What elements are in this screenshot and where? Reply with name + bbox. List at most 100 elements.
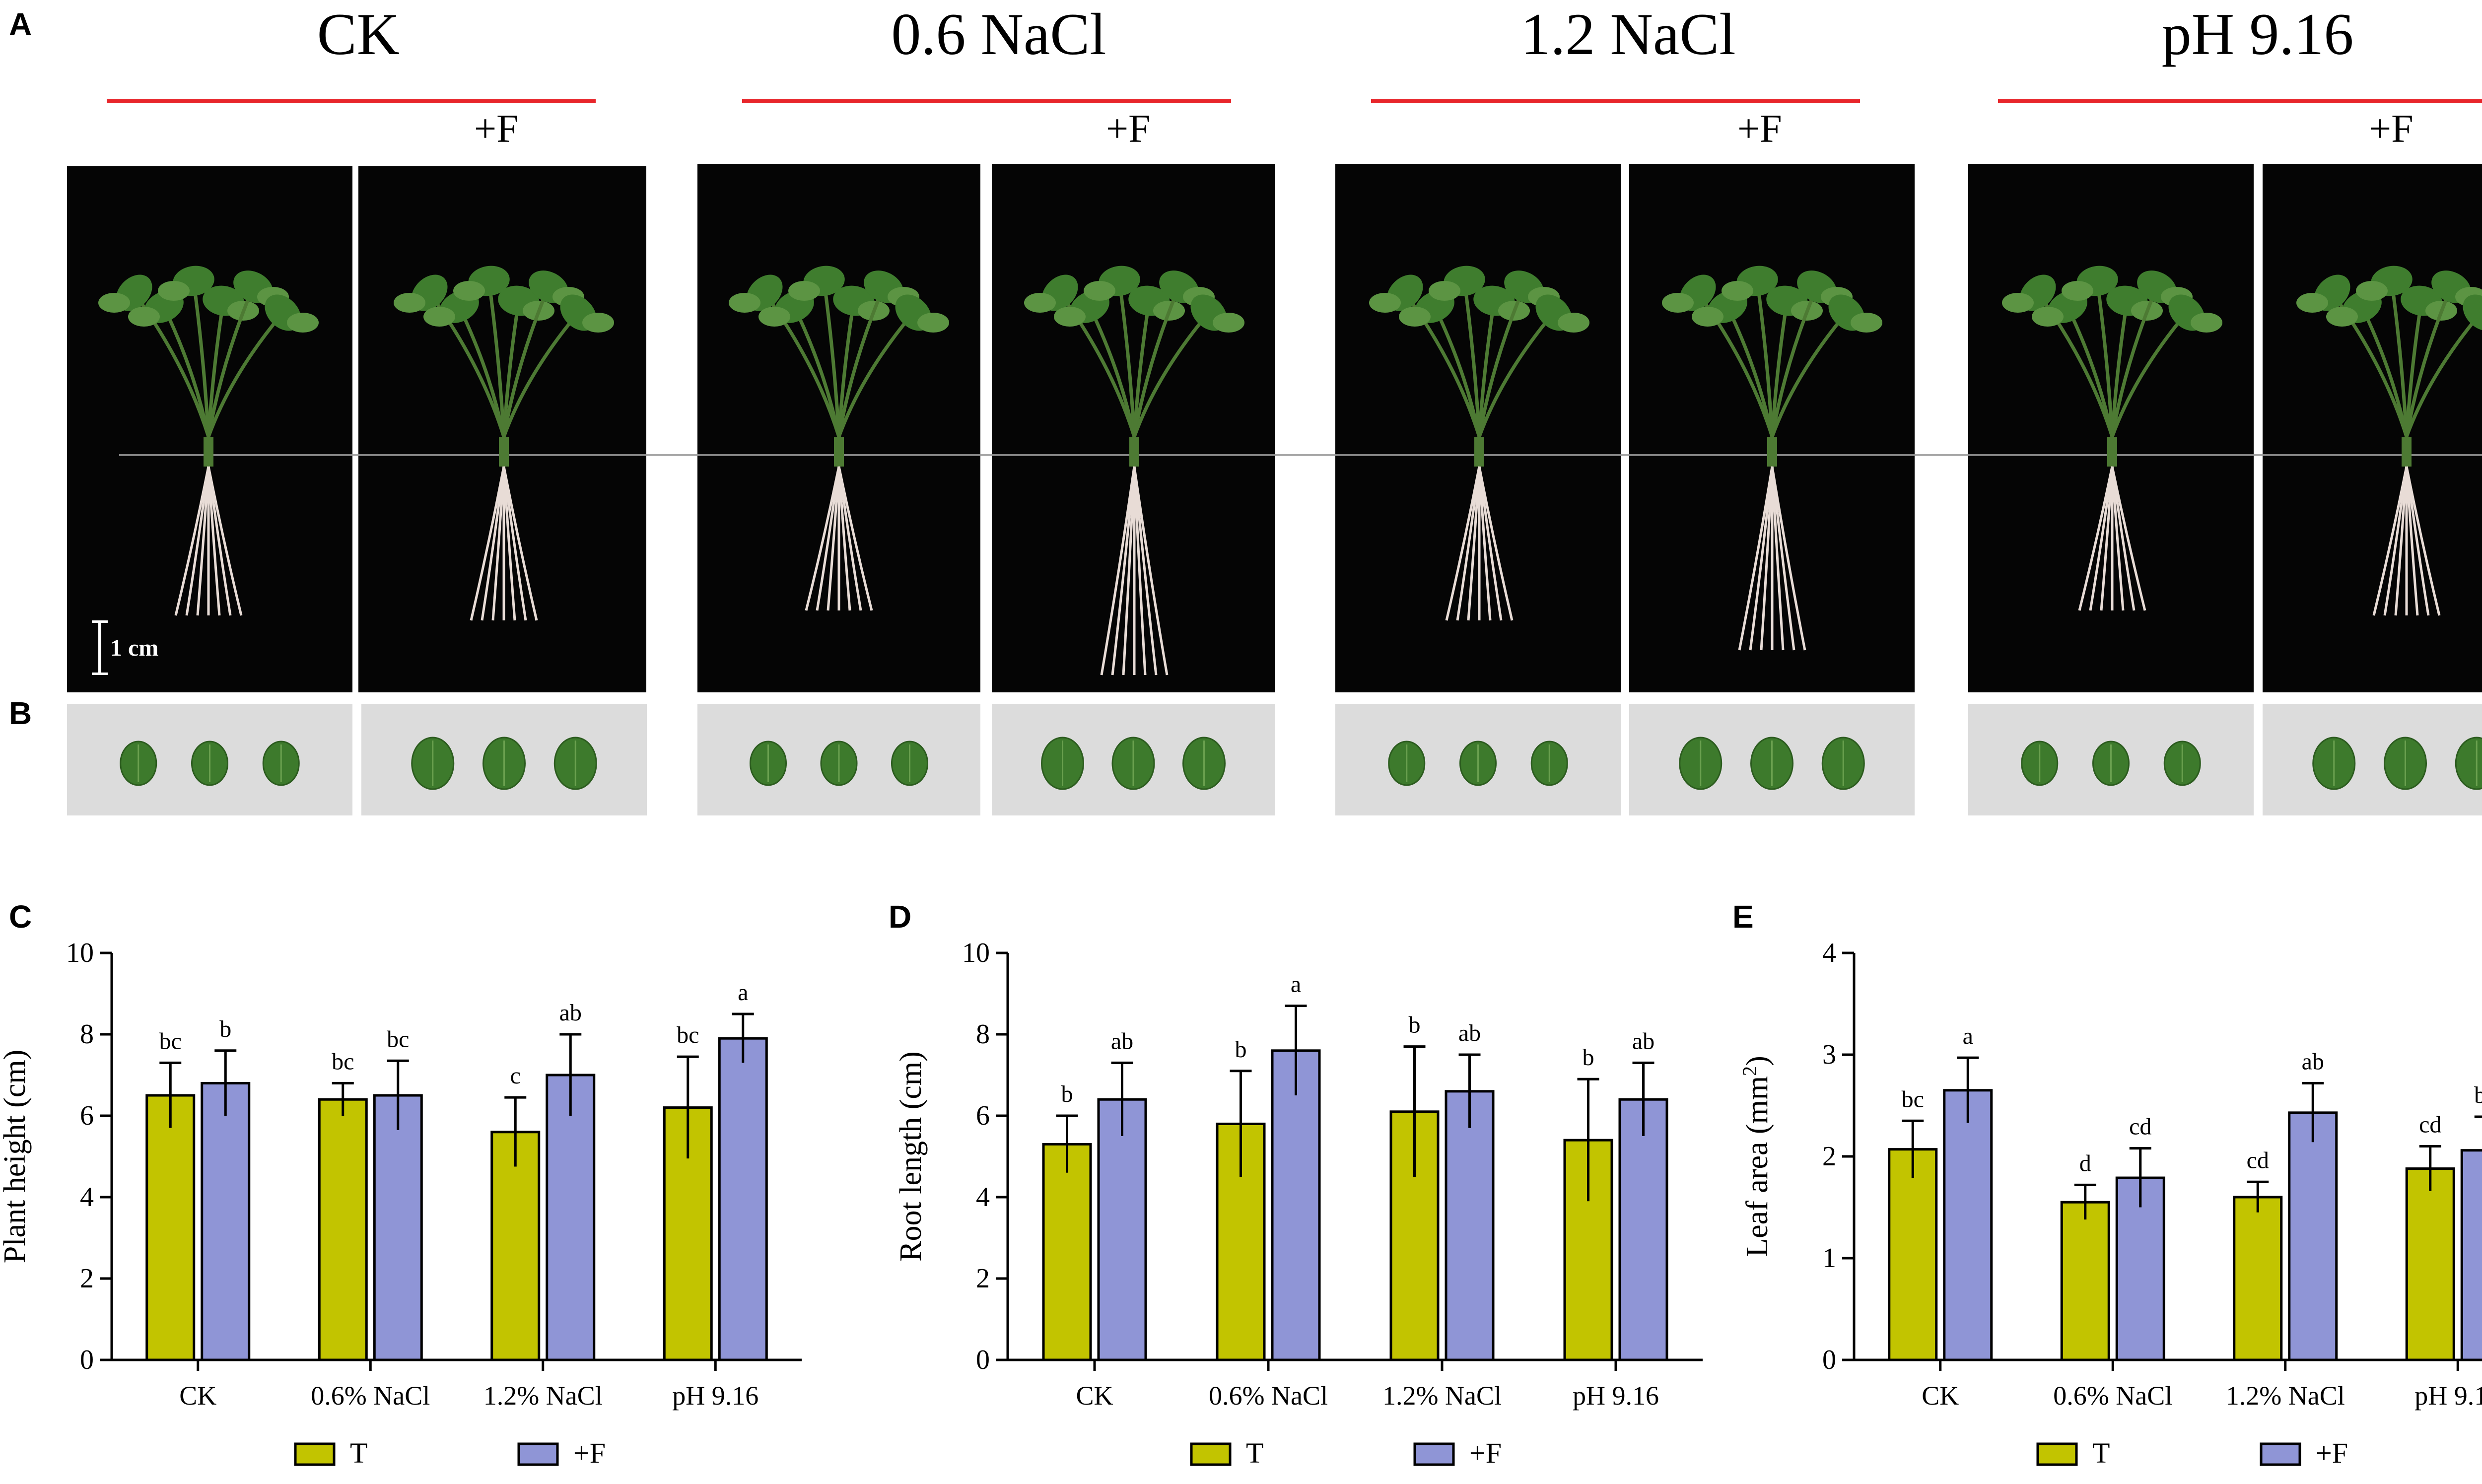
plant-stem bbox=[2360, 306, 2409, 437]
plant-stem bbox=[1770, 300, 1789, 437]
bar bbox=[546, 1074, 596, 1361]
plant-leaflet bbox=[1369, 293, 1401, 313]
x-tick-label: pH 9.16 bbox=[2414, 1381, 2482, 1411]
bar bbox=[1271, 1049, 1321, 1361]
plant-root bbox=[1133, 466, 1169, 675]
plant-stem bbox=[502, 300, 521, 437]
significance-letter: bc bbox=[1902, 1086, 1924, 1112]
plant-stem bbox=[1477, 286, 1526, 437]
legend-swatch bbox=[1413, 1442, 1455, 1466]
plant-root bbox=[1738, 466, 1774, 651]
plant-root bbox=[2078, 466, 2114, 611]
plant-root bbox=[1133, 466, 1147, 675]
plant-root bbox=[470, 466, 505, 621]
x-tick-label: CK bbox=[179, 1381, 216, 1411]
bar bbox=[1943, 1089, 1993, 1361]
plant-root bbox=[502, 466, 538, 621]
legend-label: +F bbox=[573, 1437, 606, 1469]
plant-stem bbox=[192, 280, 210, 437]
x-tick-label: pH 9.16 bbox=[1573, 1381, 1659, 1411]
plant-root bbox=[185, 466, 210, 616]
plant-root bbox=[805, 466, 840, 611]
y-axis-label: Leaf area (mm2) bbox=[1738, 1056, 1775, 1257]
plant-1 bbox=[394, 266, 614, 621]
plant-root bbox=[1749, 466, 1774, 651]
plant-stem bbox=[2095, 280, 2114, 437]
group-underline-ph bbox=[1998, 99, 2482, 103]
y-tick-label: 4 bbox=[1822, 938, 1836, 968]
plant-stem bbox=[2110, 300, 2129, 437]
plant-stem bbox=[1770, 286, 1819, 437]
plant-hypocotyl bbox=[2107, 437, 2117, 467]
leaf-strip-ph-f bbox=[2263, 704, 2482, 815]
significance-letter: ab bbox=[1632, 1028, 1655, 1054]
plant-root bbox=[491, 466, 505, 621]
plant-leaflet bbox=[1429, 281, 1460, 301]
x-tick-label: 0.6% NaCl bbox=[311, 1381, 430, 1411]
significance-letter: cd bbox=[2247, 1147, 2269, 1173]
y-tick-label: 4 bbox=[80, 1182, 94, 1213]
y-tick-label: 0 bbox=[1822, 1345, 1836, 1375]
bar bbox=[718, 1037, 768, 1361]
plant-stem bbox=[837, 311, 915, 438]
plant-stem bbox=[1477, 311, 1555, 438]
x-tick-label: 1.2% NaCl bbox=[1382, 1381, 1502, 1411]
plant-leaflet bbox=[1722, 281, 1753, 301]
plant-stem bbox=[2066, 306, 2114, 437]
plant-root bbox=[837, 466, 873, 611]
plant-3 bbox=[1024, 266, 1244, 675]
plant-leaflet bbox=[1024, 293, 1056, 313]
plant-stem bbox=[1088, 306, 1136, 437]
plant-hypocotyl bbox=[2402, 437, 2412, 467]
plant-leaflet bbox=[158, 281, 190, 301]
y-axis-label-end: ) bbox=[1740, 1056, 1774, 1066]
y-axis-label-sup: 2 bbox=[1738, 1066, 1761, 1076]
y-tick-label: 10 bbox=[66, 938, 94, 968]
significance-letter: ab bbox=[1111, 1028, 1133, 1054]
legend-swatch bbox=[2036, 1442, 2078, 1466]
plant-leaflet bbox=[1399, 307, 1431, 327]
group-title-ck: CK bbox=[317, 1, 400, 67]
x-tick-label: 1.2% NaCl bbox=[2226, 1381, 2345, 1411]
panel-label-d: D bbox=[889, 899, 912, 935]
plant-stem bbox=[457, 306, 506, 437]
plant-hypocotyl bbox=[1767, 437, 1777, 467]
bar bbox=[2233, 1196, 2283, 1361]
plant-leaflet bbox=[2062, 281, 2093, 301]
plant-stem bbox=[1433, 306, 1481, 437]
plant-root bbox=[1456, 466, 1481, 621]
plant-root bbox=[207, 466, 232, 616]
plant-leaflet bbox=[729, 293, 760, 313]
plant-hypocotyl bbox=[1474, 437, 1484, 467]
plant-leaflet bbox=[2191, 313, 2222, 333]
plant-leaflet bbox=[2326, 307, 2358, 327]
group-underline-06nacl bbox=[742, 99, 1231, 103]
plant-7 bbox=[2296, 266, 2482, 616]
plant-leaflet bbox=[788, 281, 820, 301]
plant-root bbox=[827, 466, 840, 611]
plant-root bbox=[1478, 466, 1503, 621]
plant-stem bbox=[2110, 286, 2159, 437]
y-axis-label: Root length (cm) bbox=[894, 1051, 928, 1262]
y-tick-label: 8 bbox=[976, 1019, 990, 1050]
panel-label-b: B bbox=[9, 695, 32, 731]
legend-label: T bbox=[1246, 1437, 1263, 1469]
significance-letter: b bbox=[219, 1016, 231, 1042]
significance-letter: c bbox=[510, 1063, 521, 1089]
y-tick-label: 0 bbox=[976, 1345, 990, 1375]
plant-stem bbox=[207, 311, 284, 438]
reference-line bbox=[119, 454, 2482, 456]
plant-root bbox=[837, 466, 862, 611]
significance-letter: bc bbox=[387, 1026, 409, 1052]
plant-leaflet bbox=[1558, 313, 1589, 333]
plant-leaflet bbox=[287, 313, 319, 333]
plant-leaflet bbox=[2356, 281, 2388, 301]
plant-leaflet bbox=[1054, 307, 1086, 327]
x-tick-label: 1.2% NaCl bbox=[483, 1381, 603, 1411]
significance-letter: b bbox=[1061, 1081, 1073, 1107]
chart-root-length: 0 2 4 6 8 10 Root length (cm) b ab CK b a 0.6% NaCl b… bbox=[894, 938, 1703, 1469]
bar bbox=[1042, 1143, 1092, 1361]
x-tick-label: CK bbox=[1922, 1381, 1959, 1411]
legend-label: +F bbox=[2316, 1437, 2348, 1469]
plant-root bbox=[1771, 466, 1795, 651]
